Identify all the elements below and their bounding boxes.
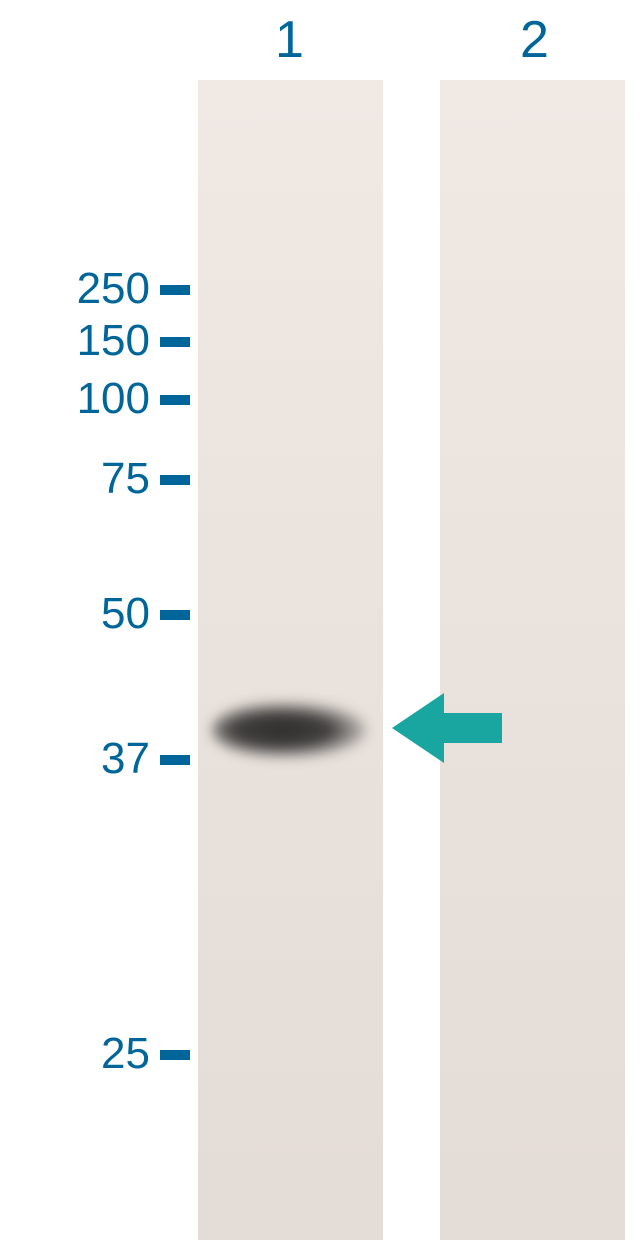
lane-2 — [440, 80, 625, 1240]
lane-label-2: 2 — [520, 10, 549, 70]
lane-1 — [198, 80, 383, 1240]
marker-label-25: 25 — [10, 1029, 150, 1079]
protein-band — [212, 702, 367, 758]
marker-tick-100 — [160, 395, 190, 405]
marker-tick-250 — [160, 285, 190, 295]
band-arrow-icon — [392, 693, 502, 763]
marker-label-250: 250 — [10, 264, 150, 314]
marker-tick-75 — [160, 475, 190, 485]
marker-label-75: 75 — [10, 454, 150, 504]
marker-label-50: 50 — [10, 589, 150, 639]
marker-tick-50 — [160, 610, 190, 620]
marker-label-37: 37 — [10, 734, 150, 784]
marker-tick-25 — [160, 1050, 190, 1060]
marker-label-100: 100 — [10, 374, 150, 424]
lane-2-gradient — [440, 80, 625, 1240]
blot-figure: 1 2 250 150 100 75 50 37 25 — [0, 0, 640, 1251]
marker-label-150: 150 — [10, 316, 150, 366]
marker-tick-150 — [160, 337, 190, 347]
lane-label-1: 1 — [275, 10, 304, 70]
marker-tick-37 — [160, 755, 190, 765]
lane-1-gradient — [198, 80, 383, 1240]
